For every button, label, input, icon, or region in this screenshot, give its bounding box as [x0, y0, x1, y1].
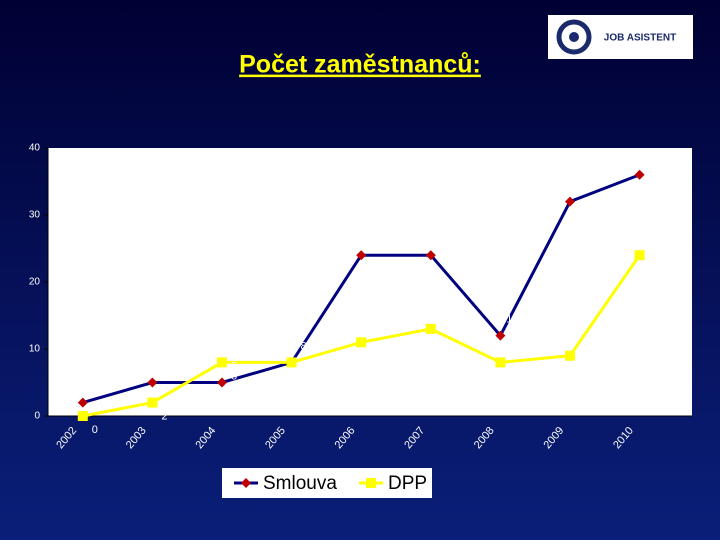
data-label: 8	[509, 370, 515, 382]
data-label: 11	[367, 350, 378, 362]
marker	[286, 357, 297, 368]
data-label: 0	[92, 424, 98, 436]
marker	[565, 196, 575, 207]
data-label: 8	[301, 340, 307, 352]
marker	[147, 377, 158, 388]
marker	[356, 337, 367, 348]
marker	[634, 169, 645, 180]
data-label: 9	[579, 364, 585, 376]
y-tick-label: 10	[29, 344, 41, 355]
legend-label: DPP	[388, 473, 427, 494]
marker	[634, 250, 645, 261]
marker	[241, 478, 251, 488]
data-label: 36	[645, 153, 657, 165]
logo-text: JOB ASISTENT	[604, 33, 676, 44]
data-label: 24	[437, 233, 449, 245]
data-label: 24	[645, 263, 657, 275]
data-label: 8	[301, 370, 307, 382]
marker	[425, 323, 436, 334]
marker	[356, 250, 367, 261]
data-label: 5	[231, 360, 237, 372]
marker	[77, 411, 88, 421]
logo-icon	[569, 32, 579, 42]
y-tick-label: 0	[34, 411, 40, 422]
marker	[495, 357, 506, 368]
y-tick-label: 40	[29, 143, 41, 154]
marker	[565, 350, 575, 361]
logo-icon	[556, 19, 592, 55]
legend-label: Smlouva	[263, 473, 337, 494]
marker	[77, 397, 88, 408]
marker	[217, 357, 227, 368]
data-label: 2	[92, 381, 98, 393]
data-label: 5	[161, 360, 167, 372]
data-label: 13	[437, 337, 449, 349]
y-tick-label: 20	[29, 277, 41, 288]
plot-area	[48, 148, 692, 416]
marker	[217, 377, 227, 388]
marker	[366, 478, 376, 488]
chart-title: Počet zaměstnanců:	[239, 51, 481, 79]
data-label: 32	[576, 180, 588, 192]
data-label: 12	[506, 314, 518, 326]
data-label: 8	[231, 370, 237, 382]
data-label: 24	[367, 233, 379, 245]
marker	[495, 330, 506, 341]
y-tick-label: 30	[29, 210, 41, 221]
marker	[147, 397, 158, 408]
data-label: 2	[161, 411, 167, 423]
marker	[425, 250, 436, 261]
